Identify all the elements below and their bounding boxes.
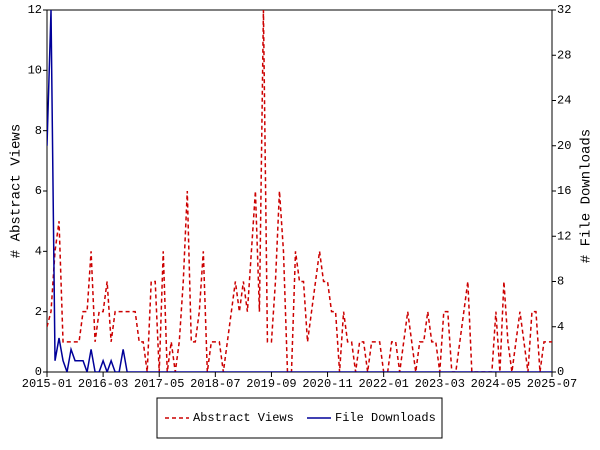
y-tick-label: 4 (35, 245, 42, 259)
series-line (47, 10, 552, 372)
legend-label: File Downloads (335, 411, 436, 425)
x-tick-label: 2025-07 (527, 377, 577, 391)
y2-tick-label: 0 (557, 365, 564, 379)
y-tick-label: 6 (35, 184, 42, 198)
legend-label: Abstract Views (193, 411, 294, 425)
x-tick-label: 2016-03 (78, 377, 128, 391)
x-tick-label: 2024-05 (471, 377, 521, 391)
plot-frame (46, 9, 553, 373)
y2-tick-label: 28 (557, 48, 571, 62)
y-tick-label: 10 (28, 64, 42, 78)
y2-axis-label: # File Downloads (579, 129, 595, 263)
y-tick-label: 2 (35, 305, 42, 319)
x-tick-label: 2023-03 (415, 377, 465, 391)
y-axis-label: # Abstract Views (9, 124, 25, 258)
y2-tick-label: 12 (557, 229, 571, 243)
x-tick-label: 2015-01 (22, 377, 72, 391)
legend-box (156, 397, 443, 439)
y2-tick-label: 24 (557, 94, 571, 108)
x-tick-label: 2017-05 (134, 377, 184, 391)
y2-tick-label: 8 (557, 275, 564, 289)
x-tick-label: 2022-01 (358, 377, 408, 391)
y2-tick-label: 32 (557, 3, 571, 17)
y-tick-label: 0 (35, 365, 42, 379)
y2-tick-label: 16 (557, 184, 571, 198)
y-tick-label: 12 (28, 3, 42, 17)
y-tick-label: 8 (35, 124, 42, 138)
x-tick-label: 2019-09 (246, 377, 296, 391)
y2-tick-label: 4 (557, 320, 564, 334)
y2-tick-label: 20 (557, 139, 571, 153)
x-tick-label: 2020-11 (302, 377, 352, 391)
series-line (47, 10, 552, 372)
x-tick-label: 2018-07 (190, 377, 240, 391)
